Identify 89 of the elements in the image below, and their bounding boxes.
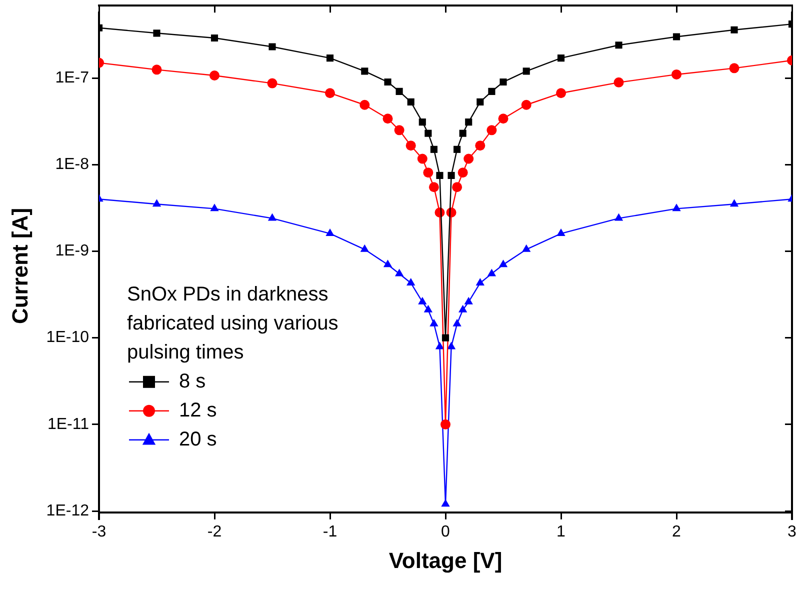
- point: [210, 34, 218, 42]
- point: [394, 268, 404, 276]
- point: [500, 78, 507, 86]
- point: [441, 499, 450, 507]
- point: [459, 130, 466, 137]
- point: [498, 260, 508, 268]
- legend-title: SnOx PDs in darkness fabricated using various pulsing times: [127, 283, 338, 364]
- point: [488, 88, 496, 95]
- point: [153, 30, 160, 37]
- point: [486, 125, 497, 136]
- point: [465, 118, 472, 126]
- legend-label: 20 s: [179, 428, 217, 450]
- point: [556, 88, 566, 98]
- y-tick-label: 1E-7: [55, 69, 90, 86]
- point: [424, 304, 433, 312]
- x-tick-label: -1: [322, 523, 338, 540]
- point: [672, 69, 682, 80]
- point: [152, 64, 162, 75]
- point: [268, 213, 277, 221]
- x-axis-title: Voltage [V]: [388, 548, 502, 573]
- point: [556, 228, 566, 236]
- point: [360, 100, 370, 110]
- point: [361, 68, 368, 75]
- point: [475, 140, 486, 151]
- point: [424, 130, 432, 137]
- x-tick-label: 0: [441, 523, 450, 540]
- y-tick-label: 1E-9: [55, 242, 90, 260]
- point: [326, 54, 334, 62]
- point: [417, 154, 428, 164]
- point: [267, 78, 278, 88]
- point: [448, 172, 455, 179]
- legend-label: 12 s: [179, 399, 217, 422]
- y-tick-label: 1E-12: [46, 502, 90, 520]
- point: [672, 204, 681, 212]
- point: [406, 278, 416, 286]
- point: [423, 168, 434, 178]
- point: [428, 182, 439, 192]
- y-axis-title: Current [A]: [7, 208, 32, 324]
- point: [458, 168, 468, 178]
- point: [498, 114, 508, 124]
- point: [729, 63, 740, 74]
- y-tick-label: 1E-8: [55, 156, 90, 174]
- point: [384, 78, 392, 86]
- point: [406, 140, 416, 151]
- point: [487, 268, 496, 276]
- point: [454, 146, 461, 153]
- point: [557, 54, 565, 62]
- point: [152, 199, 162, 207]
- point: [452, 318, 462, 326]
- point: [325, 88, 335, 98]
- point: [394, 125, 404, 136]
- legend-label: 8 s: [179, 370, 206, 392]
- y-tick-label: 1E-10: [46, 329, 90, 346]
- point: [436, 172, 444, 179]
- point: [326, 228, 334, 236]
- point: [407, 98, 414, 106]
- point: [476, 278, 484, 286]
- x-tick-label: 3: [788, 523, 797, 540]
- point: [521, 100, 532, 110]
- x-tick-label: 2: [672, 523, 682, 540]
- point: [210, 70, 220, 81]
- point: [464, 296, 473, 304]
- x-tick-label: -3: [92, 523, 106, 540]
- point: [418, 296, 427, 304]
- point: [430, 146, 438, 153]
- point: [522, 244, 531, 252]
- point: [614, 77, 624, 88]
- point: [210, 204, 219, 212]
- point: [522, 68, 530, 75]
- y-tick-label: 1E-11: [47, 416, 90, 433]
- point: [418, 118, 426, 126]
- point: [614, 213, 624, 221]
- x-tick-label: -2: [207, 523, 222, 540]
- point: [396, 88, 403, 95]
- point: [382, 114, 393, 124]
- point: [464, 154, 474, 164]
- point: [442, 334, 450, 342]
- point: [430, 318, 438, 326]
- point: [730, 26, 738, 34]
- point: [458, 304, 468, 312]
- point: [672, 33, 680, 40]
- point: [615, 42, 622, 49]
- point: [383, 260, 392, 268]
- point: [452, 182, 462, 192]
- point: [476, 98, 484, 106]
- point: [360, 244, 369, 252]
- x-tick-label: 1: [556, 523, 566, 540]
- point: [268, 43, 276, 50]
- point: [730, 199, 739, 207]
